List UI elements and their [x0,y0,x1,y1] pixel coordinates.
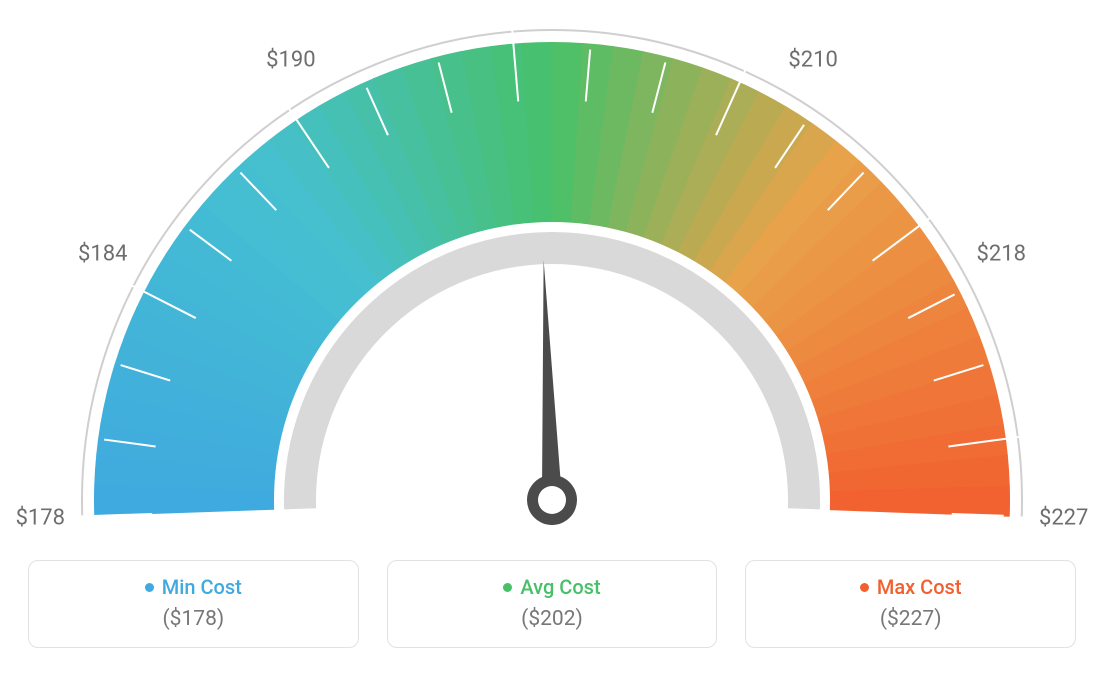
legend-value: ($227) [746,607,1075,631]
gauge-scale-label: $184 [78,242,127,267]
legend-title-min: Min Cost [145,575,242,599]
gauge-scale-label: $202 [527,0,576,1]
legend-card-max: Max Cost ($227) [745,560,1076,648]
gauge-chart: $178 $184 $190 $202 $210 $218 $227 [0,0,1104,560]
dot-icon [145,583,154,592]
legend-card-avg: Avg Cost ($202) [387,560,718,648]
gauge-scale-label: $227 [1039,505,1088,530]
gauge-scale-label: $190 [266,47,315,72]
legend-value: ($178) [29,607,358,631]
legend-label: Avg Cost [520,575,600,599]
legend-title-max: Max Cost [860,575,962,599]
legend-value: ($202) [388,607,717,631]
legend-row: Min Cost ($178) Avg Cost ($202) Max Cost… [0,560,1104,648]
legend-card-min: Min Cost ($178) [28,560,359,648]
gauge-scale-label: $210 [788,47,837,72]
legend-label: Max Cost [877,575,962,599]
dot-icon [503,583,512,592]
gauge-svg [0,0,1104,560]
dot-icon [860,583,869,592]
gauge-scale-label: $178 [16,505,65,530]
gauge-scale-label: $218 [977,242,1026,267]
legend-label: Min Cost [162,575,242,599]
legend-title-avg: Avg Cost [503,575,600,599]
